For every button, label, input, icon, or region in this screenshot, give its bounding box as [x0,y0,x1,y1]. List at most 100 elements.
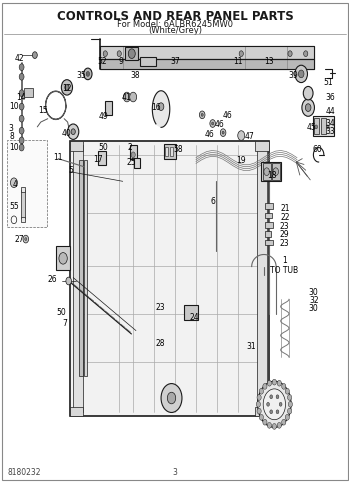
Text: CONTROLS AND REAR PANEL PARTS: CONTROLS AND REAR PANEL PARTS [57,10,293,23]
Text: 44: 44 [325,107,335,116]
Text: 16: 16 [151,103,161,112]
Bar [126,47,138,60]
Polygon shape [100,46,314,59]
Bar [70,142,83,151]
Circle shape [220,129,226,137]
Text: 22: 22 [280,213,289,222]
Bar [314,118,318,134]
Bar [184,305,198,320]
Circle shape [61,80,72,95]
Text: 5: 5 [68,166,73,175]
Text: 21: 21 [280,204,289,213]
Bar [255,407,269,416]
Bar [265,213,272,218]
Text: 7: 7 [63,319,68,328]
Bar [255,142,269,151]
Circle shape [272,424,276,429]
Bar [79,159,83,376]
Circle shape [270,395,273,398]
Circle shape [326,125,329,129]
Circle shape [256,401,260,407]
Text: (White/Grey): (White/Grey) [148,26,202,35]
Bar [84,159,87,376]
Text: 18: 18 [267,170,276,180]
Circle shape [239,51,243,57]
Circle shape [86,71,90,76]
Circle shape [19,73,24,80]
Circle shape [304,51,308,57]
Polygon shape [100,59,314,69]
Text: 13: 13 [264,57,274,66]
Text: 17: 17 [93,155,103,164]
Circle shape [161,384,182,412]
Circle shape [158,103,164,111]
Text: 28: 28 [156,339,165,348]
Bar [321,118,326,134]
Text: 47: 47 [245,132,255,141]
Text: 36: 36 [325,94,335,102]
Text: 42: 42 [15,54,25,63]
Bar [134,158,140,168]
Bar [265,203,273,209]
Text: 10: 10 [9,102,19,111]
Text: 37: 37 [170,57,180,66]
Circle shape [199,111,205,119]
Circle shape [263,419,267,425]
Text: 19: 19 [236,156,246,165]
Bar [263,163,271,180]
Circle shape [259,388,264,394]
Circle shape [306,104,311,112]
Circle shape [130,92,136,102]
Text: 30: 30 [309,304,318,313]
Text: For Model: 6ALBR6245MW0: For Model: 6ALBR6245MW0 [117,20,233,29]
Circle shape [277,423,281,428]
Circle shape [282,419,286,425]
Bar [265,240,273,245]
Bar [261,162,281,181]
Bar [98,151,106,165]
Text: 25: 25 [127,158,136,168]
Circle shape [124,92,131,102]
Circle shape [59,253,67,264]
Circle shape [267,402,270,406]
Text: 29: 29 [280,230,290,239]
Text: 30: 30 [309,287,318,297]
Text: 9: 9 [119,57,124,66]
Text: 50: 50 [99,143,108,152]
Text: 55: 55 [10,202,20,212]
Circle shape [276,395,279,398]
Text: 23: 23 [155,303,165,312]
Circle shape [238,131,245,141]
Text: 27: 27 [14,235,24,243]
Text: 38: 38 [130,71,140,80]
Text: 49: 49 [99,112,108,121]
Circle shape [257,395,261,400]
Circle shape [272,379,276,385]
Text: 40: 40 [62,128,72,138]
Polygon shape [152,91,170,128]
Circle shape [23,235,29,243]
Text: 31: 31 [246,342,256,351]
Circle shape [282,384,286,389]
Circle shape [295,65,307,83]
Circle shape [10,178,18,187]
Circle shape [287,408,292,414]
Text: 2: 2 [127,143,132,152]
Circle shape [267,380,272,386]
Circle shape [302,99,314,116]
Circle shape [264,168,270,175]
Text: 35: 35 [76,71,86,80]
Circle shape [263,389,286,420]
Text: TO TUB: TO TUB [270,266,298,275]
Text: 45: 45 [307,123,316,132]
Circle shape [279,402,282,406]
Circle shape [315,125,317,129]
Text: 4: 4 [12,180,17,189]
Circle shape [19,103,24,110]
Text: 52: 52 [97,57,107,66]
Circle shape [117,51,121,57]
Bar [21,187,25,192]
Text: 12: 12 [62,84,72,93]
Text: 46: 46 [215,120,224,129]
Circle shape [258,381,291,427]
